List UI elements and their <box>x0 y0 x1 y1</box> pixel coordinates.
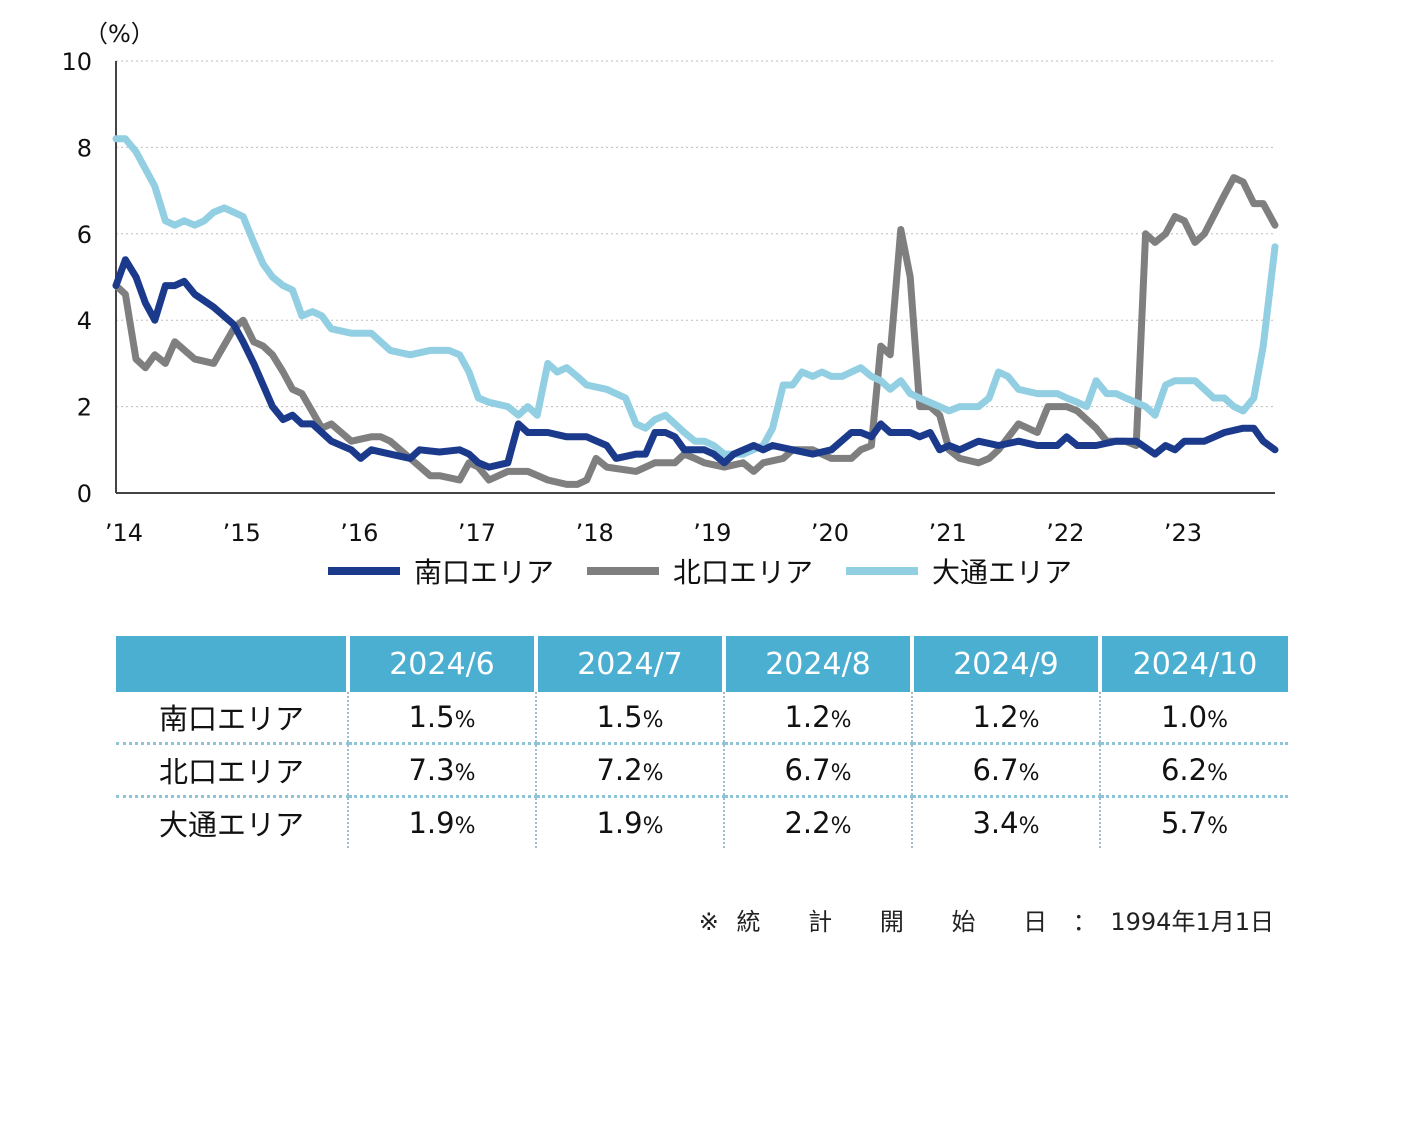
note-label-char: 統 <box>736 908 761 936</box>
x-tick-label: ’21 <box>929 519 967 547</box>
note-label-char: 開 <box>879 908 904 936</box>
line-chart: 0 2 4 6 8 10（%） ’14 ’15 ’16 ’17 ’18 ’19 ’20 ’21 ’22 ’23… <box>61 20 1279 589</box>
table-cell: 1.9% <box>347 796 536 848</box>
series-line <box>112 256 1279 471</box>
table-header-cell: 2024/6 <box>346 636 536 692</box>
y-tick-label: 10 <box>61 48 92 76</box>
table-row: 北口エリア 7.3% 7.2% 6.7% 6.7% 6.2% <box>116 743 1288 798</box>
table-row: 南口エリア 1.5% 1.5% 1.2% 1.2% 1.0% <box>116 692 1288 745</box>
x-tick-label: ’20 <box>811 519 849 547</box>
table-cell: 5.7% <box>1099 796 1288 848</box>
table-cell: 1.5% <box>535 692 724 745</box>
chart-grid <box>116 60 1275 408</box>
statistics-start-note: ※ 統 計 開 始 日 ： 1994年1月1日 <box>699 902 1274 937</box>
y-tick-label: 4 <box>77 307 92 335</box>
y-axis-unit-label: （%） <box>84 20 155 48</box>
table-header-cell: 2024/8 <box>722 636 912 692</box>
table-header-cell: 2024/10 <box>1098 636 1288 692</box>
table-header-cell <box>116 636 348 692</box>
table-header-cell: 2024/9 <box>910 636 1100 692</box>
table-cell: 1.2% <box>911 692 1100 745</box>
table-cell: 3.4% <box>911 796 1100 848</box>
x-tick-label: ’19 <box>693 519 731 547</box>
chart-series <box>112 135 1279 488</box>
series-line <box>112 135 1279 458</box>
table-cell: 7.3% <box>347 743 536 798</box>
table-cell: 1.5% <box>347 692 536 745</box>
table-header-row: 2024/6 2024/7 2024/8 2024/9 2024/10 <box>116 636 1288 692</box>
table-cell: 1.9% <box>535 796 724 848</box>
table-cell: 1.0% <box>1099 692 1288 745</box>
table-header-cell: 2024/7 <box>534 636 724 692</box>
note-label-char: 計 <box>808 908 833 936</box>
note-colon: ： <box>1072 908 1097 936</box>
chart-axes: 0 2 4 6 8 10（%） ’14 ’15 ’16 ’17 ’18 ’19 ’20 ’21 ’22 ’23 <box>61 20 1275 547</box>
x-tick-label: ’14 <box>105 519 143 547</box>
table-cell: 6.2% <box>1099 743 1288 798</box>
table-cell: 2.2% <box>723 796 912 848</box>
x-tick-label: ’23 <box>1164 519 1202 547</box>
row-label: 大通エリア <box>158 808 304 842</box>
legend-label: 大通エリア <box>932 556 1072 589</box>
table-cell: 6.7% <box>911 743 1100 798</box>
table-cell: 6.7% <box>723 743 912 798</box>
x-tick-label: ’16 <box>340 519 378 547</box>
legend-label: 南口エリア <box>414 556 554 589</box>
note-date: 1994年1月1日 <box>1110 908 1274 936</box>
y-tick-label: 2 <box>77 394 92 422</box>
vacancy-rate-table: 2024/6 2024/7 2024/8 2024/9 2024/10 南口エリ… <box>116 636 1288 848</box>
table-row: 大通エリア 1.9% 1.9% 2.2% 3.4% 5.7% <box>116 796 1288 848</box>
x-tick-label: ’18 <box>576 519 614 547</box>
y-tick-label: 0 <box>77 480 92 508</box>
table-cell: 1.2% <box>723 692 912 745</box>
note-label-char: 日 <box>1023 908 1048 936</box>
chart-legend: 南口エリア 北口エリア 大通エリア <box>328 556 1072 589</box>
legend-label: 北口エリア <box>673 556 813 589</box>
table-cell: 7.2% <box>535 743 724 798</box>
y-tick-label: 8 <box>77 134 92 162</box>
x-tick-label: ’22 <box>1046 519 1084 547</box>
x-tick-label: ’15 <box>223 519 261 547</box>
row-label: 北口エリア <box>116 743 348 798</box>
row-label: 南口エリア <box>116 692 348 745</box>
note-label-char: 始 <box>951 908 976 936</box>
note-mark: ※ <box>698 908 719 936</box>
x-tick-label: ’17 <box>458 519 496 547</box>
y-tick-label: 6 <box>77 221 92 249</box>
